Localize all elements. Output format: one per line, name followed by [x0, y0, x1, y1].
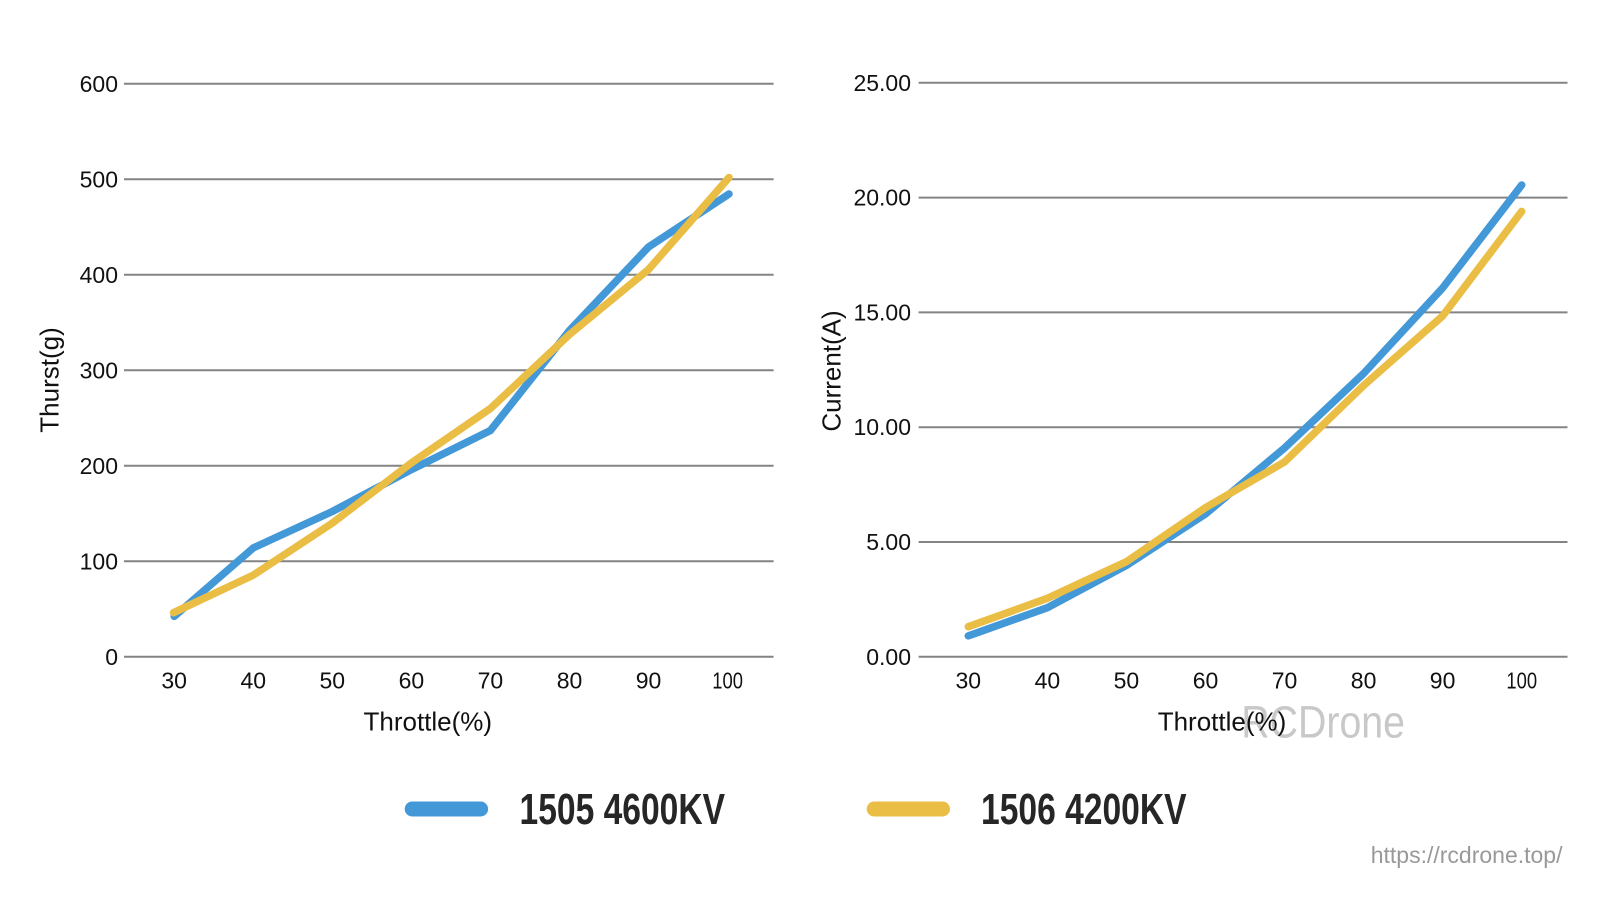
svg-text:100: 100: [80, 548, 118, 574]
svg-text:0: 0: [105, 644, 118, 670]
svg-text:50: 50: [320, 668, 346, 694]
svg-text:90: 90: [1430, 668, 1456, 694]
svg-text:1506 4200KV: 1506 4200KV: [981, 786, 1187, 834]
svg-text:70: 70: [478, 668, 504, 694]
svg-text:30: 30: [161, 668, 187, 694]
svg-text:10.00: 10.00: [853, 414, 911, 440]
svg-text:300: 300: [80, 357, 118, 383]
svg-text:90: 90: [636, 668, 662, 694]
svg-text:Thurst(g): Thurst(g): [35, 327, 65, 432]
svg-text:Throttle(%): Throttle(%): [364, 707, 493, 737]
svg-text:600: 600: [80, 71, 118, 97]
svg-text:20.00: 20.00: [853, 185, 911, 211]
svg-text:1505 4600KV: 1505 4600KV: [520, 786, 726, 834]
svg-text:40: 40: [1035, 668, 1061, 694]
svg-text:40: 40: [241, 668, 267, 694]
svg-text:100: 100: [1506, 669, 1537, 694]
svg-text:Throttle(%): Throttle(%): [1158, 707, 1287, 737]
svg-text:60: 60: [1193, 668, 1219, 694]
svg-text:60: 60: [399, 668, 425, 694]
svg-text:5.00: 5.00: [866, 529, 911, 555]
svg-text:15.00: 15.00: [853, 299, 911, 325]
svg-text:https://rcdrone.top/: https://rcdrone.top/: [1371, 842, 1563, 868]
svg-text:70: 70: [1272, 668, 1298, 694]
svg-text:200: 200: [80, 453, 118, 479]
svg-text:30: 30: [956, 668, 982, 694]
svg-text:80: 80: [1351, 668, 1377, 694]
svg-text:Current(A): Current(A): [817, 310, 847, 431]
svg-text:100: 100: [712, 669, 743, 694]
svg-text:50: 50: [1114, 668, 1140, 694]
svg-text:RCDrone: RCDrone: [1241, 697, 1405, 747]
svg-text:80: 80: [557, 668, 583, 694]
svg-text:500: 500: [80, 166, 118, 192]
svg-text:0.00: 0.00: [866, 644, 911, 670]
svg-text:400: 400: [80, 262, 118, 288]
svg-text:25.00: 25.00: [853, 70, 911, 96]
